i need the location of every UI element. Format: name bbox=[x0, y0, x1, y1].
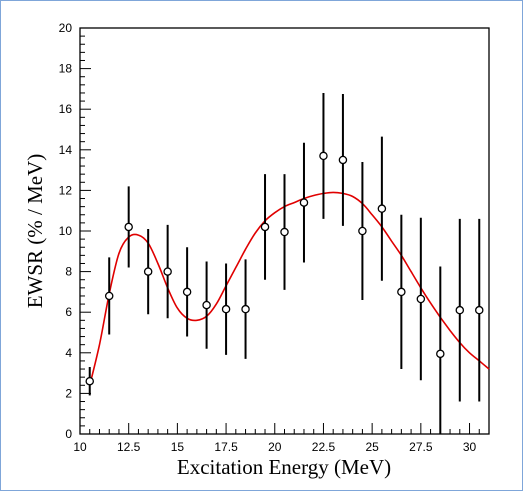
data-points bbox=[85, 92, 484, 434]
data-point bbox=[221, 304, 231, 314]
data-point bbox=[202, 300, 211, 310]
data-point bbox=[436, 349, 445, 359]
x-tick-label: 10 bbox=[73, 440, 87, 454]
data-point bbox=[182, 287, 192, 297]
x-tick-label: 30 bbox=[463, 440, 477, 454]
x-tick-label: 25 bbox=[365, 440, 379, 454]
y-tick-label: 2 bbox=[65, 386, 72, 400]
y-tick-label: 6 bbox=[65, 305, 72, 319]
y-tick-label: 20 bbox=[59, 21, 73, 35]
data-point bbox=[416, 294, 426, 304]
data-point bbox=[143, 267, 153, 276]
y-tick-label: 4 bbox=[65, 346, 72, 360]
x-tick-label: 17.5 bbox=[214, 440, 238, 454]
x-tick-label: 12.5 bbox=[117, 440, 141, 454]
data-point bbox=[455, 305, 465, 315]
x-tick-label: 27.5 bbox=[409, 440, 433, 454]
data-point bbox=[163, 267, 172, 276]
x-axis-title: Excitation Energy (MeV) bbox=[177, 455, 391, 479]
y-tick-label: 14 bbox=[59, 143, 73, 157]
data-point bbox=[85, 376, 94, 386]
data-point bbox=[358, 226, 367, 236]
data-point bbox=[280, 227, 289, 237]
x-tick-label: 15 bbox=[171, 440, 185, 454]
data-point bbox=[475, 305, 484, 315]
data-point bbox=[104, 291, 114, 301]
data-point bbox=[397, 287, 406, 297]
data-point bbox=[299, 198, 309, 207]
y-tick-label: 12 bbox=[59, 183, 73, 197]
x-tick-label: 20 bbox=[268, 440, 282, 454]
y-tick-label: 8 bbox=[65, 265, 72, 279]
data-point bbox=[377, 204, 387, 213]
y-axis-title: EWSR (% / MeV) bbox=[23, 154, 47, 309]
data-point bbox=[124, 222, 133, 232]
tick-labels: 10 12.5 15 17.5 20 22.5 25 27.5 30 0 2 4 6 8 10 12 14 16 1… bbox=[59, 21, 477, 454]
data-point bbox=[319, 151, 328, 161]
x-tick-label: 22.5 bbox=[312, 440, 336, 454]
fit-curve bbox=[88, 191, 490, 386]
y-tick-label: 16 bbox=[59, 102, 73, 116]
y-tick-label: 10 bbox=[59, 224, 73, 238]
axis-ticks bbox=[79, 27, 490, 435]
data-point bbox=[241, 304, 250, 314]
y-tick-label: 0 bbox=[65, 427, 72, 441]
y-tick-label: 18 bbox=[59, 62, 73, 76]
data-point bbox=[338, 155, 348, 165]
data-point bbox=[260, 222, 270, 232]
